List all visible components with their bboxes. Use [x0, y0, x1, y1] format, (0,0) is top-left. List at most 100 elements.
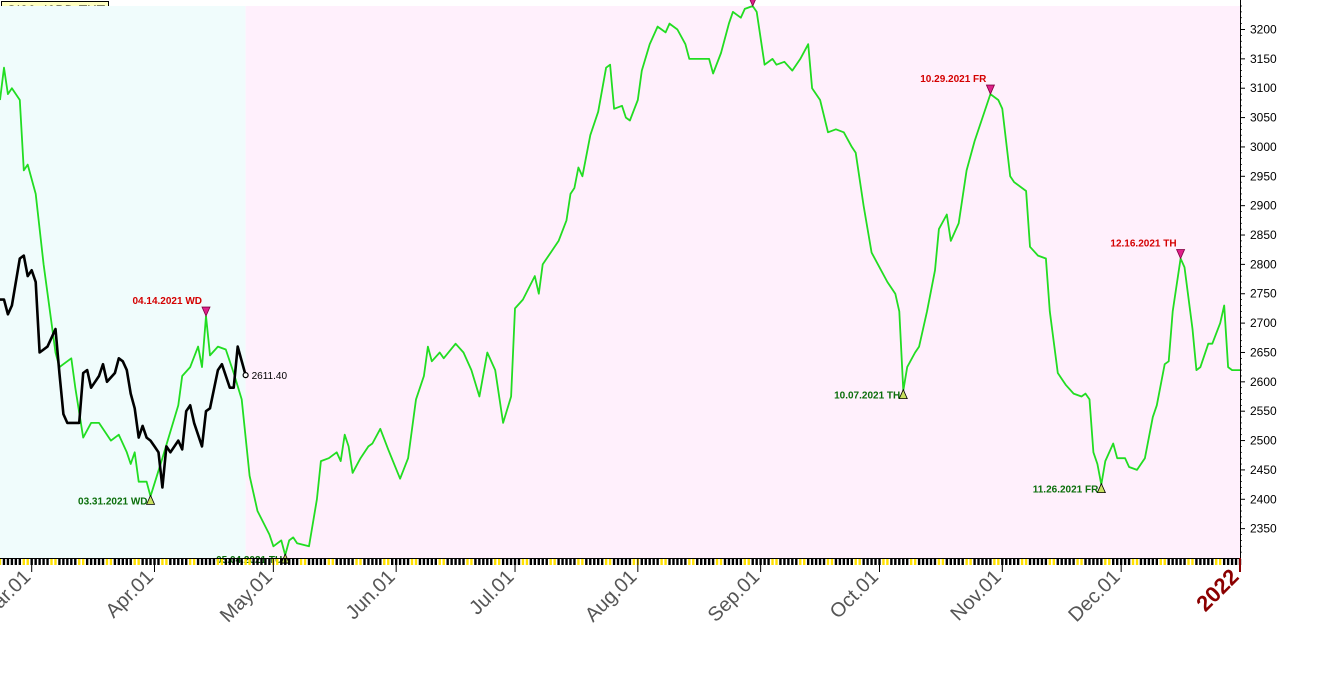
day-tick	[1060, 559, 1063, 565]
day-tick	[834, 559, 838, 565]
day-tick	[1052, 559, 1056, 565]
day-tick	[597, 559, 600, 565]
day-tick	[347, 559, 350, 565]
day-tick	[208, 559, 212, 565]
day-tick	[228, 559, 231, 565]
day-tick	[739, 559, 743, 565]
day-tick	[323, 559, 327, 565]
day-tick	[862, 559, 865, 565]
day-tick	[280, 559, 283, 565]
day-tick	[14, 559, 18, 565]
day-tick	[1056, 559, 1059, 565]
day-tick	[810, 559, 814, 565]
day-tick	[755, 559, 758, 565]
day-tick	[533, 559, 537, 565]
day-tick	[0, 559, 2, 565]
day-tick	[1191, 559, 1194, 565]
day-tick	[961, 559, 964, 565]
day-tick	[648, 559, 651, 565]
low-marker-6	[898, 388, 908, 400]
day-tick	[240, 559, 243, 565]
y-tick-label: 3150	[1250, 52, 1277, 66]
day-tick	[1044, 559, 1048, 565]
day-tick	[632, 559, 636, 565]
day-tick	[1234, 559, 1238, 565]
day-tick	[125, 559, 128, 565]
day-tick	[997, 559, 1000, 565]
day-tick	[284, 559, 287, 565]
day-tick	[795, 559, 798, 565]
day-tick	[803, 559, 806, 565]
low-marker-7	[1096, 482, 1106, 493]
day-tick	[97, 559, 101, 565]
day-tick	[85, 559, 89, 565]
y-tick-label: 2500	[1250, 434, 1277, 448]
day-tick	[727, 559, 731, 565]
day-tick	[1199, 559, 1202, 565]
day-tick	[585, 559, 588, 565]
day-tick	[109, 559, 113, 565]
day-tick	[672, 559, 675, 565]
day-tick	[430, 559, 434, 565]
day-tick	[668, 559, 671, 565]
day-tick	[826, 559, 830, 565]
day-tick	[858, 559, 861, 565]
series-line-0	[0, 5, 1240, 556]
day-tick	[1108, 559, 1111, 565]
day-tick	[731, 559, 735, 565]
y-tick-label: 2950	[1250, 169, 1277, 183]
day-tick	[898, 559, 901, 565]
day-tick	[1123, 559, 1127, 565]
day-tick	[771, 559, 774, 565]
day-tick	[1064, 559, 1067, 565]
day-tick	[652, 559, 655, 565]
day-tick	[1072, 559, 1075, 565]
day-tick	[1211, 559, 1214, 565]
day-tick	[763, 559, 766, 565]
day-tick	[486, 559, 489, 565]
day-tick	[188, 559, 192, 565]
day-tick	[1218, 559, 1222, 565]
day-tick	[490, 559, 493, 565]
day-tick	[216, 559, 220, 565]
day-tick	[220, 559, 224, 565]
day-tick	[1171, 559, 1174, 565]
day-tick	[937, 559, 941, 565]
day-tick	[561, 559, 564, 565]
day-tick	[791, 559, 794, 565]
day-tick	[1163, 559, 1166, 565]
day-tick	[1222, 559, 1226, 565]
day-tick	[977, 559, 980, 565]
day-tick	[458, 559, 461, 565]
low-label-6: 10.07.2021 TH	[834, 391, 900, 402]
day-tick	[137, 559, 140, 565]
day-tick	[129, 559, 132, 565]
day-tick	[593, 559, 596, 565]
day-tick	[315, 559, 319, 565]
day-tick	[723, 559, 727, 565]
day-tick	[391, 559, 394, 565]
day-tick	[604, 559, 608, 565]
day-tick	[1143, 559, 1147, 565]
day-tick	[890, 559, 893, 565]
day-tick	[66, 559, 69, 565]
day-tick	[295, 559, 299, 565]
day-tick	[921, 559, 925, 565]
day-tick	[993, 559, 996, 565]
day-tick	[1020, 559, 1024, 565]
day-tick	[747, 559, 750, 565]
day-tick	[181, 559, 184, 565]
day-tick	[553, 559, 556, 565]
day-tick	[46, 559, 49, 565]
day-tick	[161, 559, 164, 565]
background-regions	[0, 6, 1241, 558]
day-tick	[434, 559, 437, 565]
day-tick	[882, 559, 885, 565]
day-tick	[291, 559, 295, 565]
day-tick	[101, 559, 105, 565]
day-tick	[494, 559, 497, 565]
day-tick	[375, 559, 378, 565]
day-tick	[581, 559, 584, 565]
day-tick	[1203, 559, 1206, 565]
